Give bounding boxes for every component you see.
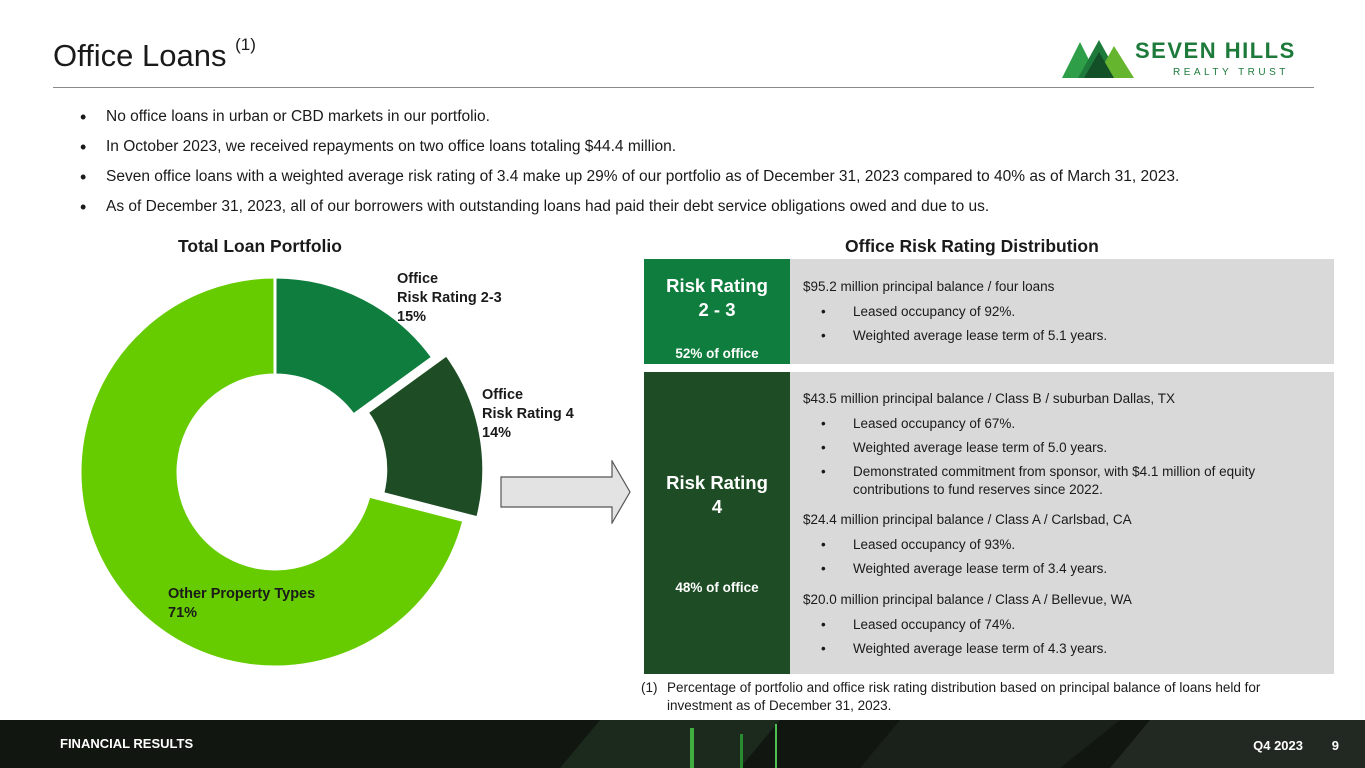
logo-subtitle: REALTY TRUST xyxy=(1173,67,1289,78)
loan-detail: Weighted average lease term of 5.1 years… xyxy=(821,327,1323,345)
risk-rating-2-3-header: Risk Rating 2 - 3 52% of office xyxy=(644,259,790,364)
distribution-title: Office Risk Rating Distribution xyxy=(845,236,1099,256)
arrow-right-icon xyxy=(500,460,631,524)
footnote-number: (1) xyxy=(641,680,658,695)
title-divider xyxy=(53,87,1314,88)
key-point: As of December 31, 2023, all of our borr… xyxy=(80,192,1330,222)
loan-detail: Leased occupancy of 92%. xyxy=(821,303,1323,321)
loan-detail: Weighted average lease term of 3.4 years… xyxy=(821,560,1323,578)
logo-name: SEVEN HILLS xyxy=(1135,38,1296,63)
risk-rating-title: Risk Rating 2 - 3 xyxy=(666,275,768,320)
key-point: No office loans in urban or CBD markets … xyxy=(80,102,1330,132)
company-logo: SEVEN HILLS REALTY TRUST xyxy=(1062,38,1317,80)
key-points-list: No office loans in urban or CBD markets … xyxy=(80,102,1330,222)
office-share-label: 48% of office xyxy=(675,580,759,595)
footer-section-label: FINANCIAL RESULTS xyxy=(60,736,194,751)
loan-detail: Leased occupancy of 74%. xyxy=(821,616,1323,634)
slice-other-property-types xyxy=(78,275,466,669)
loan-detail: Demonstrated commitment from sponsor, wi… xyxy=(821,463,1323,499)
footer-period: Q4 2023 xyxy=(1253,738,1303,753)
slice-label-office-rr4: Office Risk Rating 4 14% xyxy=(482,387,574,441)
loan-detail: Weighted average lease term of 4.3 years… xyxy=(821,640,1323,658)
risk-rating-4-panel: Risk Rating 4 48% of office $43.5 millio… xyxy=(644,372,1334,674)
footnote-text: Percentage of portfolio and office risk … xyxy=(667,680,1261,713)
page-number: 9 xyxy=(1331,738,1339,753)
key-point: Seven office loans with a weighted avera… xyxy=(80,162,1330,192)
footer-background-graphic xyxy=(560,720,1365,768)
risk-rating-2-3-panel: Risk Rating 2 - 3 52% of office $95.2 mi… xyxy=(644,259,1334,364)
loan-detail: Leased occupancy of 67%. xyxy=(821,415,1323,433)
loan-detail: Weighted average lease term of 5.0 years… xyxy=(821,439,1323,457)
loan-summary: $95.2 million principal balance / four l… xyxy=(803,279,1055,294)
slice-label-office-rr23: Office Risk Rating 2-3 15% xyxy=(397,271,502,325)
risk-rating-4-header: Risk Rating 4 48% of office xyxy=(644,372,790,674)
key-point: In October 2023, we received repayments … xyxy=(80,132,1330,162)
title-footnote-ref: (1) xyxy=(235,35,256,54)
page-title: Office Loans (1) xyxy=(53,35,256,73)
loan-summary: $43.5 million principal balance / Class … xyxy=(803,391,1175,406)
footer-bar: FINANCIAL RESULTS Q4 2023 9 xyxy=(0,720,1365,768)
loan-summary: $20.0 million principal balance / Class … xyxy=(803,592,1132,607)
office-share-label: 52% of office xyxy=(675,346,759,361)
portfolio-chart-title: Total Loan Portfolio xyxy=(178,236,342,256)
slice-office-risk-rating-2-3 xyxy=(273,275,435,418)
slice-label-other-property: Other Property Types 71% xyxy=(168,586,316,621)
loan-detail: Leased occupancy of 93%. xyxy=(821,536,1323,554)
risk-rating-title: Risk Rating 4 xyxy=(666,472,768,517)
loan-summary: $24.4 million principal balance / Class … xyxy=(803,512,1132,527)
loan-portfolio-donut-chart xyxy=(78,275,486,669)
slice-office-risk-rating-4 xyxy=(365,352,486,520)
mountains-logo-icon xyxy=(1062,40,1134,78)
